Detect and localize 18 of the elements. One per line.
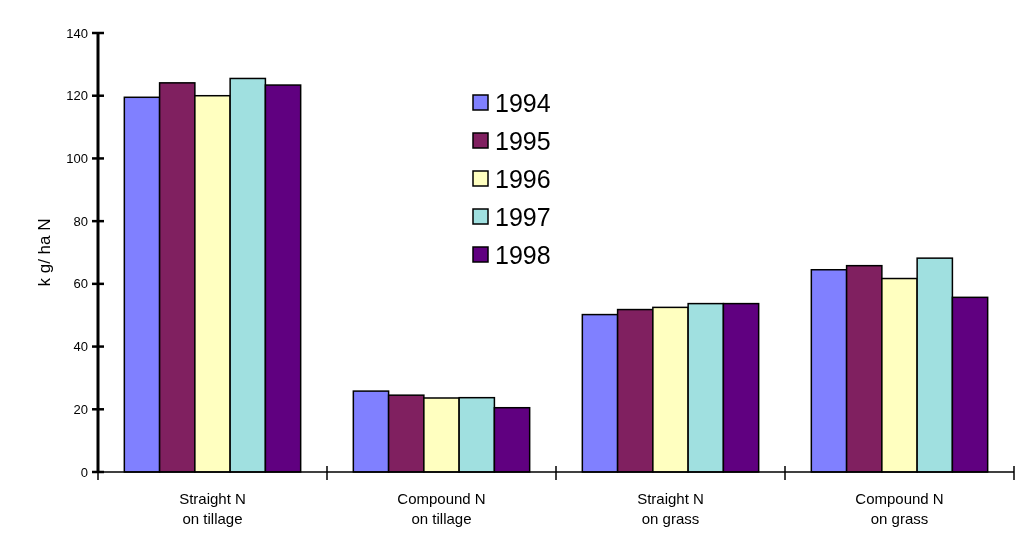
y-tick-label: 0 <box>80 464 88 480</box>
y-tick-label: 40 <box>73 339 88 355</box>
x-tick-label: Straight N on grass <box>637 490 704 527</box>
y-tick-label: 120 <box>66 88 88 104</box>
legend-label: 1996 <box>495 164 551 193</box>
legend-label: 1995 <box>495 126 551 155</box>
legend-label: 1997 <box>495 202 551 231</box>
legend-label: 1994 <box>495 88 551 117</box>
x-tick-label: Compound N on grass <box>855 490 944 527</box>
y-tick-label: 100 <box>66 150 88 166</box>
y-axis-title: k g/ ha N <box>35 218 54 287</box>
x-tick-label: Straight N on tillage <box>179 490 246 527</box>
x-tick-label: Compound N on tillage <box>397 490 486 527</box>
legend-label: 1998 <box>495 240 551 269</box>
y-tick-label: 60 <box>73 276 88 292</box>
y-tick-label: 80 <box>73 213 88 229</box>
y-tick-label: 20 <box>73 401 88 417</box>
y-tick-label: 140 <box>66 25 88 41</box>
